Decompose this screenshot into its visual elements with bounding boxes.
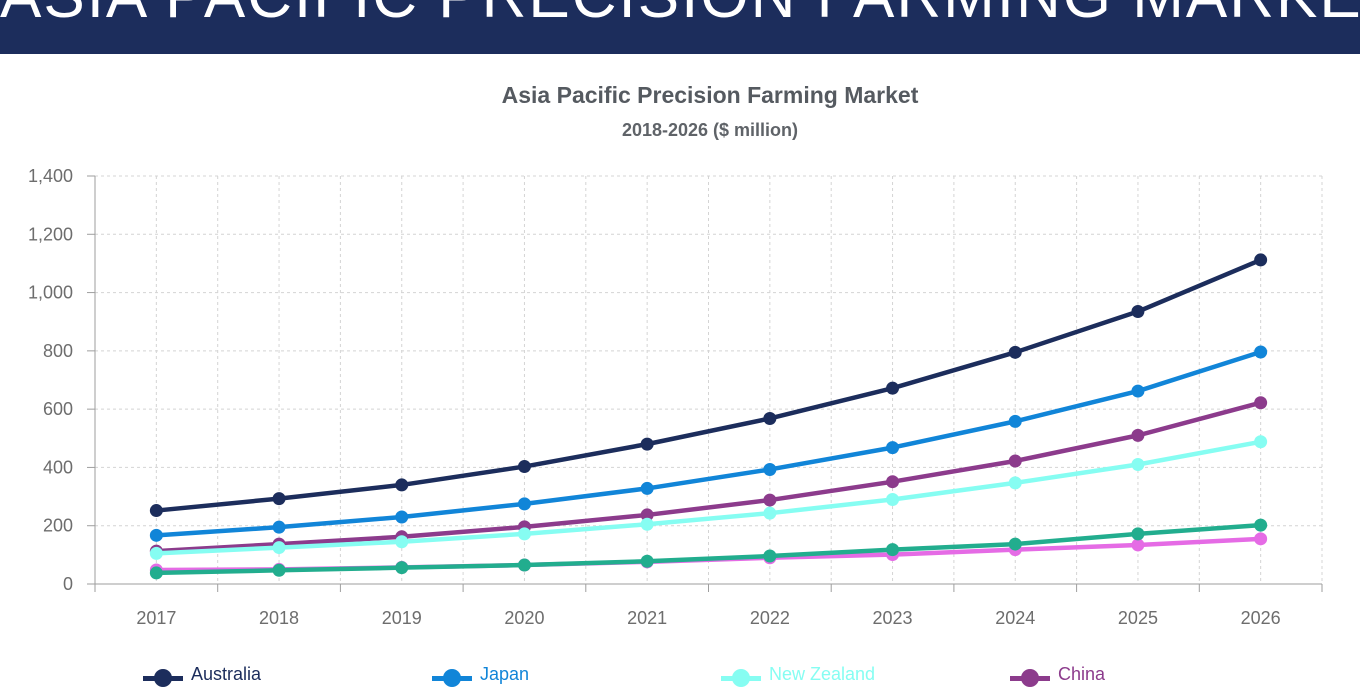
data-point bbox=[1131, 305, 1145, 319]
data-point bbox=[1131, 384, 1145, 398]
y-tick-label: 400 bbox=[43, 457, 73, 477]
x-tick-label: 2024 bbox=[995, 608, 1035, 628]
data-point bbox=[886, 475, 900, 489]
data-point bbox=[1131, 428, 1145, 442]
banner: ASIA PACIFIC PRECISION FARMING MARKET bbox=[0, 0, 1360, 54]
data-point bbox=[886, 381, 900, 395]
data-point bbox=[1254, 396, 1268, 410]
series-line bbox=[156, 349, 1262, 538]
data-point bbox=[272, 520, 286, 534]
banner-title: ASIA PACIFIC PRECISION FARMING MARKET bbox=[0, 0, 1360, 32]
data-point bbox=[517, 497, 531, 511]
data-point bbox=[1254, 518, 1268, 532]
x-tick-label: 2020 bbox=[504, 608, 544, 628]
data-point bbox=[272, 541, 286, 555]
series-line bbox=[156, 522, 1261, 576]
legend-swatch bbox=[143, 664, 183, 687]
data-point bbox=[763, 506, 777, 520]
legend-item[interactable]: China bbox=[1010, 663, 1106, 687]
data-point bbox=[640, 508, 654, 522]
x-tick-label: 2021 bbox=[627, 608, 667, 628]
legend-item[interactable]: Australia bbox=[143, 663, 262, 687]
legend-item[interactable]: New Zealand bbox=[721, 663, 876, 687]
series-2 bbox=[149, 435, 1268, 560]
data-point bbox=[640, 481, 654, 495]
data-point bbox=[1254, 435, 1268, 449]
x-tick-label: 2026 bbox=[1241, 608, 1281, 628]
y-tick-label: 1,200 bbox=[28, 224, 73, 244]
data-point bbox=[149, 566, 163, 580]
data-point bbox=[886, 441, 900, 455]
x-tick-label: 2019 bbox=[382, 608, 422, 628]
data-point bbox=[1008, 476, 1022, 490]
legend: Australia Japan New Zealand China bbox=[0, 663, 1360, 687]
legend-label: Australia bbox=[191, 663, 262, 684]
series bbox=[149, 253, 1268, 580]
data-point bbox=[149, 546, 163, 560]
chart-title: Asia Pacific Precision Farming Market bbox=[501, 82, 919, 108]
data-point bbox=[149, 528, 163, 542]
x-tick-label: 2022 bbox=[750, 608, 790, 628]
legend-label: Japan bbox=[480, 663, 530, 684]
data-point bbox=[640, 517, 654, 531]
data-point bbox=[517, 460, 531, 474]
data-point bbox=[763, 462, 777, 476]
data-point bbox=[395, 478, 409, 492]
y-tick-label: 600 bbox=[43, 399, 73, 419]
y-tick-label: 0 bbox=[63, 574, 73, 594]
data-point bbox=[272, 492, 286, 506]
data-point bbox=[763, 549, 777, 563]
y-tick-label: 1,400 bbox=[28, 166, 73, 186]
y-tick-label: 800 bbox=[43, 341, 73, 361]
y-tick-label: 200 bbox=[43, 516, 73, 536]
series-line bbox=[156, 400, 1262, 554]
legend-swatch bbox=[1010, 664, 1050, 687]
data-point bbox=[395, 510, 409, 524]
data-point bbox=[272, 563, 286, 577]
x-tick-label: 2023 bbox=[873, 608, 913, 628]
data-point bbox=[640, 437, 654, 451]
legend-item[interactable]: Japan bbox=[432, 663, 530, 687]
chart-subtitle: 2018-2026 ($ million) bbox=[621, 120, 799, 140]
data-point bbox=[149, 504, 163, 518]
data-point bbox=[763, 411, 777, 425]
series-line bbox=[156, 257, 1262, 513]
legend-label: China bbox=[1058, 663, 1106, 684]
data-point bbox=[1131, 538, 1145, 552]
data-point bbox=[1008, 414, 1022, 428]
data-point bbox=[886, 543, 900, 557]
legend-swatch bbox=[432, 664, 472, 687]
legend-label: New Zealand bbox=[769, 663, 876, 684]
x-tick-label: 2017 bbox=[136, 608, 176, 628]
series-1 bbox=[149, 345, 1268, 542]
data-point bbox=[1254, 253, 1268, 267]
axes: 0 200 400 600 800 1,000 1,200 1,400 2017 2018 2019… bbox=[28, 166, 1323, 628]
data-point bbox=[517, 527, 531, 541]
data-point bbox=[1008, 345, 1022, 359]
legend-swatch bbox=[721, 664, 761, 687]
x-tick-label: 2018 bbox=[259, 608, 299, 628]
data-point bbox=[1008, 454, 1022, 468]
data-point bbox=[763, 493, 777, 507]
data-point bbox=[1131, 458, 1145, 472]
data-point bbox=[1254, 345, 1268, 359]
data-point bbox=[1254, 532, 1268, 546]
series-line bbox=[156, 439, 1262, 556]
data-point bbox=[1131, 527, 1145, 541]
data-point bbox=[886, 492, 900, 506]
data-point bbox=[395, 535, 409, 549]
y-tick-label: 1,000 bbox=[28, 283, 73, 303]
series-4 bbox=[149, 518, 1268, 580]
data-point bbox=[1008, 537, 1022, 551]
data-point bbox=[517, 558, 531, 572]
series-0 bbox=[149, 253, 1268, 518]
x-tick-label: 2025 bbox=[1118, 608, 1158, 628]
data-point bbox=[395, 561, 409, 575]
data-point bbox=[640, 554, 654, 568]
